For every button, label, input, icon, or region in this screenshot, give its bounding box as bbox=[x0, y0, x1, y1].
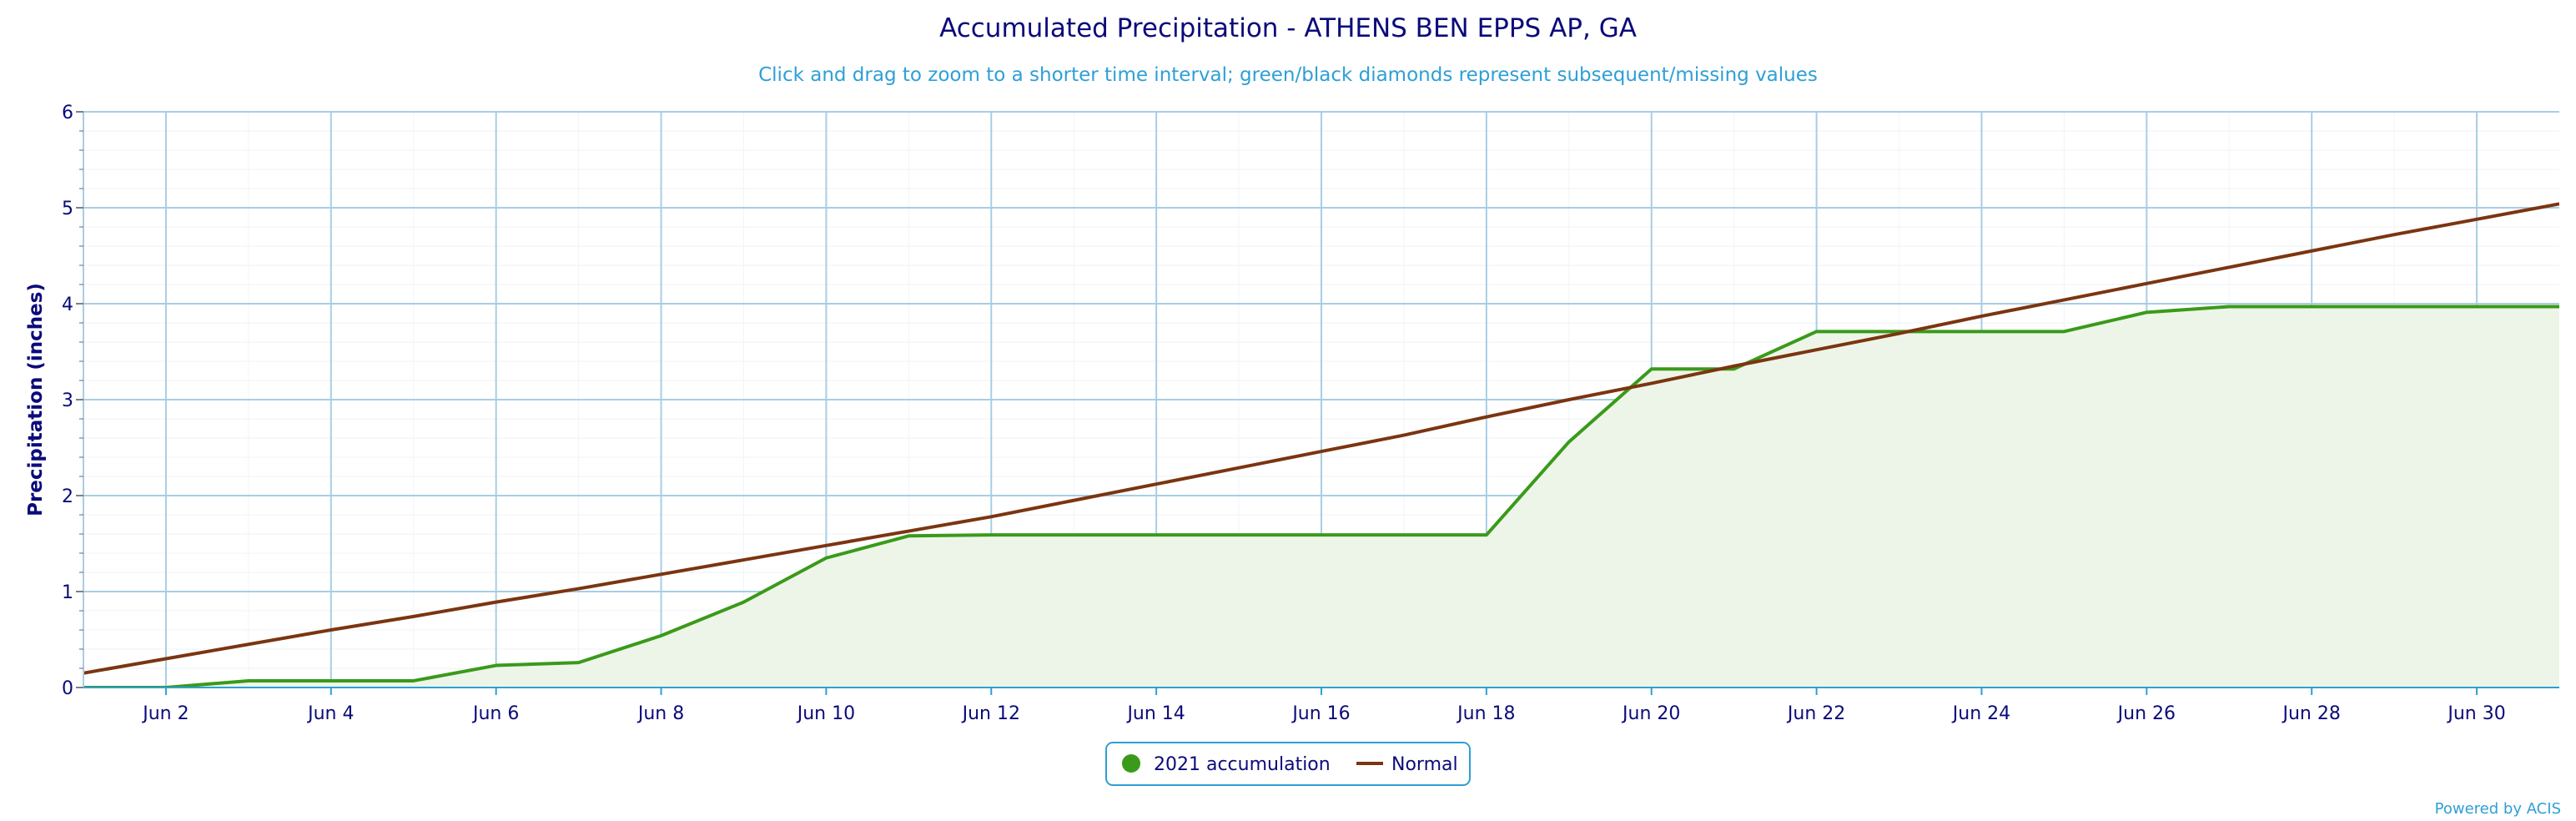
legend-label-normal: Normal bbox=[1391, 754, 1458, 775]
accumulation-line[interactable] bbox=[83, 305, 2559, 688]
normal-point[interactable] bbox=[1644, 375, 1659, 390]
accumulation-point[interactable] bbox=[984, 527, 999, 542]
normal-point[interactable] bbox=[1892, 326, 1907, 341]
normal-point[interactable] bbox=[1562, 392, 1577, 407]
normal-point[interactable] bbox=[1974, 309, 1989, 324]
x-tick-label: Jun 4 bbox=[306, 703, 354, 724]
chart-title: Accumulated Precipitation - ATHENS BEN E… bbox=[939, 13, 1637, 43]
accumulation-point[interactable] bbox=[1644, 361, 1659, 376]
accumulation-point[interactable] bbox=[1314, 527, 1329, 542]
x-tick-label: Jun 8 bbox=[636, 703, 684, 724]
normal-point[interactable] bbox=[324, 622, 339, 637]
x-tick-label: Jun 10 bbox=[796, 703, 855, 724]
x-tick-label: Jun 14 bbox=[1125, 703, 1185, 724]
x-tick-label: Jun 30 bbox=[2446, 703, 2505, 724]
y-tick-label: 6 bbox=[62, 103, 73, 123]
y-axis-ticks: 0 1 2 3 4 5 6 bbox=[62, 103, 83, 699]
normal-point[interactable] bbox=[1727, 359, 1742, 374]
accumulation-point[interactable] bbox=[1396, 527, 1411, 542]
accumulation-point[interactable] bbox=[2552, 299, 2567, 314]
accumulation-point[interactable] bbox=[489, 658, 504, 673]
normal-point[interactable] bbox=[1809, 342, 1824, 357]
normal-point[interactable] bbox=[901, 524, 916, 539]
accumulation-area bbox=[83, 306, 2559, 688]
accumulation-point[interactable] bbox=[571, 655, 586, 670]
normal-point[interactable] bbox=[2056, 292, 2071, 307]
accumulation-point[interactable] bbox=[2221, 299, 2236, 314]
normal-point[interactable] bbox=[2552, 196, 2567, 211]
normal-point[interactable] bbox=[2387, 227, 2402, 242]
y-tick-label: 2 bbox=[62, 486, 73, 507]
x-tick-label: Jun 24 bbox=[1951, 703, 2010, 724]
accumulation-point[interactable] bbox=[1149, 527, 1164, 542]
normal-point[interactable] bbox=[1066, 493, 1081, 508]
accumulation-point[interactable] bbox=[1231, 527, 1246, 542]
normal-point[interactable] bbox=[2139, 276, 2154, 291]
accumulation-point[interactable] bbox=[1809, 324, 1824, 339]
accumulation-point[interactable] bbox=[736, 595, 751, 610]
x-tick-label: Jun 16 bbox=[1291, 703, 1350, 724]
x-tick-label: Jun 20 bbox=[1621, 703, 1680, 724]
accumulation-point[interactable] bbox=[654, 628, 669, 643]
accumulation-point[interactable] bbox=[1562, 435, 1577, 450]
legend-box bbox=[1105, 742, 1471, 786]
x-axis-ticks: Jun 2 Jun 4 Jun 6 Jun 8 Jun 10 Jun 12 Jun 14 Ju… bbox=[141, 688, 2506, 724]
normal-point[interactable] bbox=[1396, 428, 1411, 443]
series-layer bbox=[83, 196, 2567, 688]
normal-point[interactable] bbox=[1149, 476, 1164, 491]
accumulation-point[interactable] bbox=[1066, 527, 1081, 542]
legend[interactable]: 2021 accumulation Normal bbox=[1105, 742, 1471, 786]
accumulation-point[interactable] bbox=[241, 673, 256, 688]
normal-point[interactable] bbox=[1479, 410, 1494, 425]
accumulation-point[interactable] bbox=[2304, 299, 2319, 314]
x-tick-label: Jun 2 bbox=[141, 703, 189, 724]
normal-point[interactable] bbox=[654, 567, 669, 582]
x-tick-label: Jun 12 bbox=[961, 703, 1020, 724]
credit-link[interactable]: Powered by ACIS bbox=[2435, 800, 2561, 818]
accumulation-point[interactable] bbox=[1479, 527, 1494, 542]
x-tick-label: Jun 22 bbox=[1786, 703, 1845, 724]
accumulation-point[interactable] bbox=[1974, 324, 1989, 339]
y-axis-title: Precipitation (inches) bbox=[25, 283, 47, 516]
accumulation-point[interactable] bbox=[2056, 324, 2071, 339]
normal-point[interactable] bbox=[1231, 461, 1246, 476]
accumulation-point[interactable] bbox=[2469, 299, 2484, 314]
normal-point[interactable] bbox=[2469, 212, 2484, 227]
accumulation-point[interactable] bbox=[324, 673, 339, 688]
normal-point[interactable] bbox=[571, 582, 586, 597]
chart-subtitle: Click and drag to zoom to a shorter time… bbox=[758, 64, 1818, 86]
normal-point[interactable] bbox=[158, 652, 174, 667]
normal-point[interactable] bbox=[406, 609, 421, 624]
legend-item-normal[interactable]: Normal bbox=[1356, 754, 1458, 775]
major-gridlines bbox=[83, 111, 2559, 688]
normal-point[interactable] bbox=[2304, 244, 2319, 259]
y-tick-label: 5 bbox=[62, 199, 73, 219]
normal-point[interactable] bbox=[984, 509, 999, 524]
legend-item-accumulation[interactable]: 2021 accumulation bbox=[1122, 754, 1331, 775]
x-tick-label: Jun 18 bbox=[1456, 703, 1515, 724]
y-tick-label: 1 bbox=[62, 582, 73, 603]
normal-point[interactable] bbox=[2221, 259, 2236, 275]
legend-label-accumulation: 2021 accumulation bbox=[1154, 754, 1331, 775]
normal-point[interactable] bbox=[241, 637, 256, 652]
y-tick-label: 4 bbox=[62, 295, 73, 315]
legend-swatch-accumulation bbox=[1122, 754, 1140, 773]
y-tick-label: 0 bbox=[62, 678, 73, 699]
normal-line[interactable] bbox=[83, 202, 2559, 675]
normal-point[interactable] bbox=[736, 552, 751, 567]
normal-point[interactable] bbox=[818, 538, 833, 553]
y-tick-label: 3 bbox=[62, 390, 73, 411]
x-tick-label: Jun 28 bbox=[2282, 703, 2341, 724]
accumulation-point[interactable] bbox=[2387, 299, 2402, 314]
normal-point[interactable] bbox=[1314, 444, 1329, 459]
x-tick-label: Jun 26 bbox=[2116, 703, 2176, 724]
accumulation-point[interactable] bbox=[2139, 305, 2154, 320]
accumulation-point[interactable] bbox=[406, 673, 421, 688]
x-tick-label: Jun 6 bbox=[471, 703, 519, 724]
normal-point[interactable] bbox=[489, 595, 504, 610]
